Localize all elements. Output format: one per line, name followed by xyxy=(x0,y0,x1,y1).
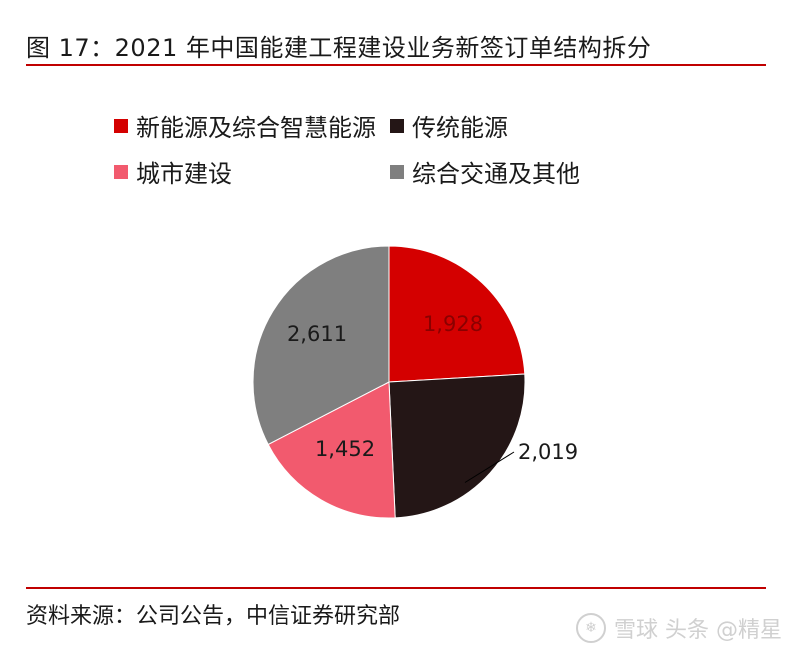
snowball-icon: ❄ xyxy=(576,613,606,643)
legend-swatch xyxy=(114,164,128,179)
slice-traditional-energy xyxy=(388,373,526,519)
legend-item-traditional-energy: 传统能源 xyxy=(390,108,508,143)
watermark: ❄ 雪球 头条 @精星 xyxy=(576,612,782,644)
legend-label: 城市建设 xyxy=(136,160,232,188)
source-note: 资料来源：公司公告，中信证券研究部 xyxy=(26,604,401,629)
slice-value-label: 2,611 xyxy=(287,322,347,346)
slice-urban-construction xyxy=(267,381,396,519)
slice-value-label: 1,452 xyxy=(315,437,375,461)
watermark-text: 雪球 头条 @精星 xyxy=(614,618,782,643)
slice-new-energy xyxy=(388,245,526,383)
legend-swatch xyxy=(114,118,128,133)
legend-item-urban-construction: 城市建设 xyxy=(114,154,232,189)
legend-label: 综合交通及其他 xyxy=(412,160,580,188)
legend-swatch xyxy=(390,164,404,179)
slice-value-label: 2,019 xyxy=(518,440,578,464)
legend-item-transport-other: 综合交通及其他 xyxy=(390,154,580,189)
legend-label: 新能源及综合智慧能源 xyxy=(136,114,376,142)
legend-label: 传统能源 xyxy=(412,114,508,142)
slice-value-label: 1,928 xyxy=(423,312,483,336)
slice-transport-other xyxy=(252,245,390,446)
label-leader-line xyxy=(464,451,515,483)
top-divider xyxy=(26,64,766,66)
chart-title: 图 17：2021 年中国能建工程建设业务新签订单结构拆分 xyxy=(26,34,652,62)
bottom-divider xyxy=(26,587,766,589)
legend-item-new-energy: 新能源及综合智慧能源 xyxy=(114,108,376,143)
legend-swatch xyxy=(390,118,404,133)
